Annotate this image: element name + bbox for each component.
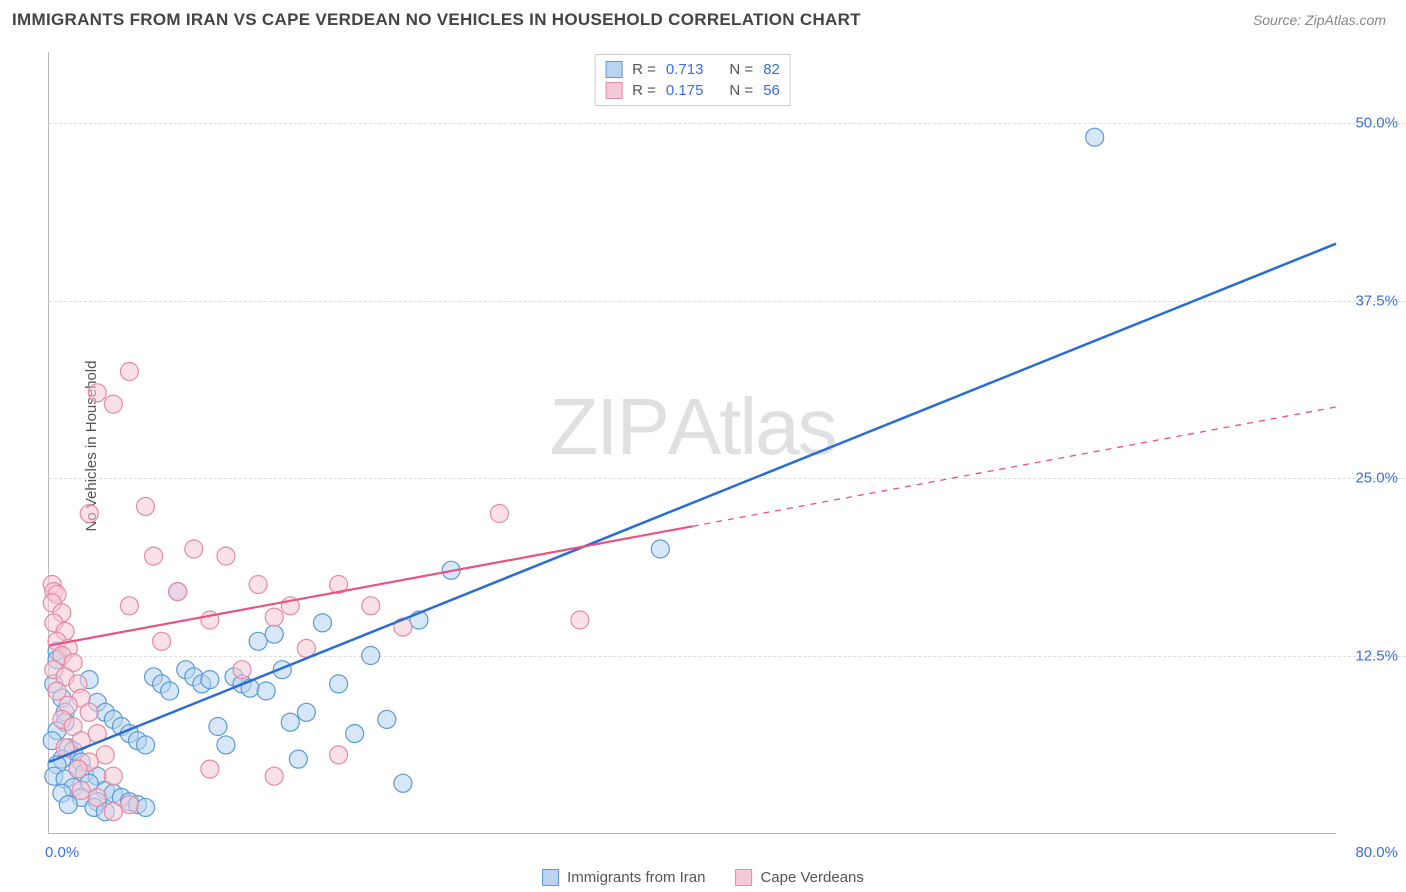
data-point xyxy=(69,760,87,778)
swatch-cape-verdean-icon xyxy=(735,869,752,886)
data-point xyxy=(289,750,307,768)
scatter-svg xyxy=(49,52,1336,833)
y-tick-label: 12.5% xyxy=(1355,647,1398,664)
data-point xyxy=(153,632,171,650)
data-point xyxy=(330,675,348,693)
legend-row-iran: R = 0.713 N = 82 xyxy=(605,59,780,80)
y-tick-label: 50.0% xyxy=(1355,115,1398,132)
correlation-legend: R = 0.713 N = 82 R = 0.175 N = 56 xyxy=(594,54,791,106)
x-tick-min: 0.0% xyxy=(45,844,79,861)
data-point xyxy=(120,796,138,814)
data-point xyxy=(313,614,331,632)
data-point xyxy=(145,547,163,565)
data-point xyxy=(571,611,589,629)
legend-row-cape-verdean: R = 0.175 N = 56 xyxy=(605,80,780,101)
data-point xyxy=(217,736,235,754)
data-point xyxy=(104,767,122,785)
r-value-iran: 0.713 xyxy=(666,61,704,78)
data-point xyxy=(104,395,122,413)
data-point xyxy=(249,632,267,650)
swatch-cape-verdean xyxy=(605,82,622,99)
n-value-cape-verdean: 56 xyxy=(763,82,780,99)
data-point xyxy=(185,540,203,558)
n-value-iran: 82 xyxy=(763,61,780,78)
data-point xyxy=(104,803,122,821)
data-point xyxy=(233,661,251,679)
trend-line xyxy=(49,244,1336,762)
data-point xyxy=(137,798,155,816)
data-point xyxy=(88,384,106,402)
source-label: Source: ZipAtlas.com xyxy=(1253,12,1386,28)
data-point xyxy=(217,547,235,565)
data-point xyxy=(80,505,98,523)
data-point xyxy=(120,597,138,615)
data-point xyxy=(201,760,219,778)
data-point xyxy=(265,625,283,643)
data-point xyxy=(346,725,364,743)
data-point xyxy=(161,682,179,700)
data-point xyxy=(394,774,412,792)
data-point xyxy=(137,497,155,515)
x-tick-max: 80.0% xyxy=(1355,844,1398,861)
data-point xyxy=(362,597,380,615)
y-tick-label: 25.0% xyxy=(1355,470,1398,487)
data-point xyxy=(72,781,90,799)
data-point xyxy=(265,608,283,626)
r-value-cape-verdean: 0.175 xyxy=(666,82,704,99)
data-point xyxy=(120,363,138,381)
chart-title: IMMIGRANTS FROM IRAN VS CAPE VERDEAN NO … xyxy=(12,10,861,30)
data-point xyxy=(490,505,508,523)
y-tick-label: 37.5% xyxy=(1355,292,1398,309)
data-point xyxy=(96,746,114,764)
data-point xyxy=(265,767,283,785)
trend-line xyxy=(49,526,693,645)
data-point xyxy=(1086,128,1104,146)
series-legend: Immigrants from Iran Cape Verdeans xyxy=(542,869,864,886)
data-point xyxy=(330,746,348,764)
plot-area: ZIPAtlas R = 0.713 N = 82 R = 0.175 N = … xyxy=(48,52,1336,834)
trend-line-extrapolated xyxy=(693,407,1337,526)
data-point xyxy=(59,796,77,814)
data-point xyxy=(257,682,275,700)
data-point xyxy=(169,583,187,601)
data-point xyxy=(651,540,669,558)
legend-item-cape-verdean: Cape Verdeans xyxy=(735,869,863,886)
data-point xyxy=(137,736,155,754)
data-point xyxy=(80,703,98,721)
data-point xyxy=(201,671,219,689)
data-point xyxy=(249,576,267,594)
data-point xyxy=(209,718,227,736)
swatch-iran xyxy=(605,61,622,78)
data-point xyxy=(297,703,315,721)
data-point xyxy=(281,713,299,731)
swatch-iran-icon xyxy=(542,869,559,886)
data-point xyxy=(88,789,106,807)
data-point xyxy=(378,710,396,728)
legend-item-iran: Immigrants from Iran xyxy=(542,869,705,886)
chart-header: IMMIGRANTS FROM IRAN VS CAPE VERDEAN NO … xyxy=(0,0,1406,35)
data-point xyxy=(362,647,380,665)
